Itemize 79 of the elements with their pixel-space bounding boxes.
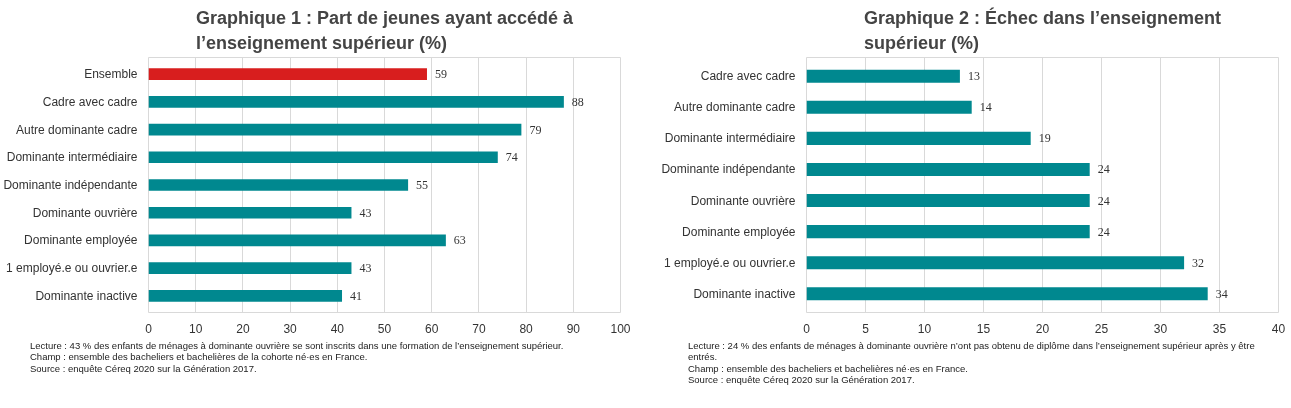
x-tick-label: 15 [976,321,991,336]
y-tick-label: Dominante intermédiaire [6,150,138,165]
data-label: 34 [1215,286,1228,301]
bar [148,234,446,247]
x-tick-label: 0 [803,321,811,336]
bar [806,131,1031,145]
x-tick-label: 30 [1153,321,1168,336]
data-label: 55 [416,178,429,192]
x-tick-label: 20 [236,321,250,336]
data-label: 19 [1038,131,1051,146]
x-tick-label: 10 [917,321,932,336]
text: Champ : ensemble des bacheliers et bachelières né·es en France. [688,362,968,374]
x-tick-label: 25 [1094,321,1109,336]
x-tick-label: 50 [377,321,392,336]
bar [148,96,564,108]
y-tick-label: Dominante inactive [693,286,796,301]
x-tick-label: 5 [862,321,870,336]
source-note: Source : enquête Céreq 2020 sur la Génération 2017. [30,362,257,374]
data-label: 79 [529,122,542,137]
y-tick-label: 1 employé.e ou ouvrier.e [6,261,138,276]
bar [806,162,1090,176]
x-tick-label: 40 [1271,321,1286,336]
x-tick-label: 70 [472,321,486,336]
y-tick-label: Dominante indépendante [3,178,138,192]
bar [148,68,427,80]
y-tick-label: Dominante inactive [35,288,138,303]
x-tick-label: 90 [566,321,581,336]
data-label: 24 [1097,193,1110,208]
y-tick-label: Autre dominante cadre [16,122,138,137]
y-tick-label: 1 employé.e ou ouvrier.e [664,255,796,270]
source-note: Source : enquête Céreq 2020 sur la Génération 2017. [688,374,915,386]
data-label: 32 [1192,255,1205,270]
y-tick-label: Dominante indépendante [661,162,796,177]
bar [806,69,960,83]
bar [806,194,1090,208]
text: Lecture : 43 % des enfants de ménages à dominante ouvrière se sont inscrits dans une formation de l’enseignement supérieur. [30,340,564,351]
data-label: 43 [359,205,372,220]
text: Lecture : 24 % des enfants de ménages à dominante ouvrière n’ont pas obtenu de diplôme dans l’enseignement supérieur après y être entrés. [688,340,1255,363]
x-tick-label: 20 [1035,321,1050,336]
x-tick-label: 35 [1212,321,1227,336]
bar [148,123,522,136]
y-tick-label: Cadre avec cadre [42,94,138,109]
bar [806,100,972,114]
bar [148,206,352,219]
y-tick-label: Ensemble [84,67,138,82]
x-tick-label: 80 [519,321,534,336]
y-tick-label: Dominante employée [24,233,138,248]
data-label: 63 [453,233,466,248]
chart-title: Graphique 2 : Échec dans l’enseignement supérieur (%) [863,6,1222,53]
bar [148,179,409,191]
bar [806,225,1090,239]
data-label: 88 [571,94,584,109]
y-tick-label: Autre dominante cadre [674,100,796,115]
bar [806,256,1185,270]
y-tick-label: Dominante intermédiaire [664,131,796,146]
y-tick-label: Cadre avec cadre [700,69,796,84]
x-tick-label: 10 [189,321,203,336]
y-tick-label: Dominante ouvrière [690,193,796,208]
data-label: 24 [1097,162,1110,177]
y-tick-label: Dominante ouvrière [32,205,138,220]
data-label: 13 [967,69,980,84]
data-label: 74 [505,150,518,165]
x-tick-label: 100 [610,321,631,336]
data-label: 41 [350,288,363,303]
bar [148,290,343,302]
bar [148,151,498,164]
x-tick-label: 0 [145,321,153,336]
data-label: 43 [359,261,372,276]
x-tick-label: 30 [283,321,298,336]
x-tick-label: 40 [330,321,345,336]
bar [148,262,352,274]
y-tick-label: Dominante employée [682,224,796,239]
data-label: 24 [1097,224,1110,239]
text: Champ : ensemble des bacheliers et bachelières de la cohorte né·es en France. [30,351,368,363]
data-label: 59 [434,67,447,82]
bar [806,287,1208,301]
chart-title: Graphique 1 : Part de jeunes ayant accédé à l’enseignement supérieur (%) [195,7,575,53]
data-label: 14 [979,100,992,115]
x-tick-label: 60 [425,321,439,336]
